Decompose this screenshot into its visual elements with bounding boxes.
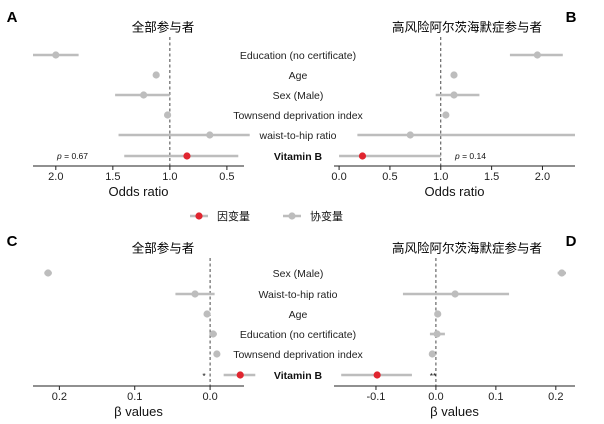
legend-covariate-dot <box>288 212 296 220</box>
covariate-point-townsend-deprivation-index <box>442 111 450 119</box>
row-label: waist-to-hip ratio <box>258 130 336 142</box>
covariate-point-waist-to-hip-ratio <box>191 290 199 298</box>
panel-letter: B <box>566 9 577 26</box>
panel-letter: D <box>566 233 577 250</box>
panel-C: C 全部参与者 0.2 0.1 0.0 β values * <box>7 233 256 419</box>
covariate-point-education-no-certificate <box>209 330 217 338</box>
legend-covariate-label: 协变量 <box>310 209 343 223</box>
panel-letter: C <box>7 233 18 250</box>
outcome-point-vitamin-b <box>236 371 244 379</box>
x-tick-label: 1.0 <box>433 171 448 183</box>
x-tick-label: 0.5 <box>382 171 397 183</box>
row-label: Education (no certificate) <box>240 329 356 341</box>
row-label: Townsend deprivation index <box>233 110 363 122</box>
outcome-point-vitamin-b <box>358 152 367 160</box>
p-value-annotation: p = 0.14 <box>454 151 486 161</box>
covariate-point-sex-male <box>450 91 458 99</box>
panel-title: 高风险阿尔茨海默症参与者 <box>392 240 542 255</box>
panel-D: D 高风险阿尔茨海默症参与者 -0.1 0.0 0.1 0.2 β values ** <box>334 233 577 419</box>
row-label: Age <box>289 70 308 82</box>
covariate-point-education-no-certificate <box>52 51 60 59</box>
x-tick-label: 1.0 <box>162 171 177 183</box>
row-label: Age <box>289 309 308 321</box>
x-tick-label: 2.0 <box>535 171 550 183</box>
covariate-point-age <box>203 310 211 318</box>
covariate-point-sex-male <box>558 269 566 277</box>
covariate-point-townsend-deprivation-index <box>428 350 436 358</box>
panel-title: 全部参与者 <box>132 240 195 255</box>
p-value-annotation: p = 0.67 <box>56 151 88 161</box>
covariate-point-education-no-certificate <box>433 330 441 338</box>
x-tick-label: 0.0 <box>202 391 217 403</box>
x-axis-title: β values <box>114 404 163 419</box>
panel-B: B 高风险阿尔茨海默症参与者 0.0 0.5 1.0 1.5 2.0 Odds ratio p … <box>331 9 576 199</box>
covariate-point-age <box>434 310 442 318</box>
row-label: Education (no certificate) <box>240 50 356 62</box>
x-tick-label: 0.5 <box>219 171 234 183</box>
covariate-point-sex-male <box>44 269 52 277</box>
row-label: Waist-to-hip ratio <box>259 289 338 301</box>
covariate-point-education-no-certificate <box>533 51 541 59</box>
x-tick-label: 2.0 <box>48 171 63 183</box>
x-tick-label: 0.2 <box>52 391 67 403</box>
covariate-point-sex-male <box>140 91 148 99</box>
row-label: Sex (Male) <box>273 90 324 102</box>
row-label: Sex (Male) <box>273 268 324 280</box>
x-tick-label: -0.1 <box>366 391 385 403</box>
panel-A: A 全部参与者 2.0 1.5 1.0 0.5 Odds ratio p = 0.67 <box>7 9 250 199</box>
significance-annotation: ** <box>430 371 437 381</box>
covariate-point-waist-to-hip-ratio <box>406 131 414 139</box>
legend-outcome-label: 因变量 <box>217 209 250 223</box>
x-axis-title: Odds ratio <box>425 184 485 199</box>
row-label: Vitamin B <box>274 151 323 163</box>
x-tick-label: 0.0 <box>331 171 346 183</box>
panel-title: 全部参与者 <box>132 19 195 34</box>
outcome-point-vitamin-b <box>373 371 381 379</box>
covariate-point-townsend-deprivation-index <box>163 111 172 119</box>
covariate-point-waist-to-hip-ratio <box>451 290 459 298</box>
significance-annotation: * <box>202 371 206 381</box>
x-tick-label: 0.2 <box>548 391 563 403</box>
panel-title: 高风险阿尔茨海默症参与者 <box>392 19 542 34</box>
x-tick-label: 1.5 <box>105 171 120 183</box>
legend-outcome-dot <box>195 212 203 220</box>
panel-letter: A <box>7 9 18 26</box>
x-axis-title: Odds ratio <box>109 184 169 199</box>
legend: 因变量 协变量 <box>190 209 343 223</box>
covariate-point-age <box>450 71 458 79</box>
covariate-point-age <box>152 71 160 79</box>
x-tick-label: 0.1 <box>127 391 142 403</box>
x-tick-label: 1.5 <box>484 171 499 183</box>
outcome-point-vitamin-b <box>183 152 191 160</box>
x-axis-title: β values <box>430 404 479 419</box>
x-tick-label: 0.0 <box>428 391 443 403</box>
covariate-point-townsend-deprivation-index <box>213 350 221 358</box>
x-tick-label: 0.1 <box>488 391 503 403</box>
row-label: Vitamin B <box>274 370 323 382</box>
row-label: Townsend deprivation index <box>233 349 363 361</box>
covariate-point-waist-to-hip-ratio <box>206 131 214 139</box>
